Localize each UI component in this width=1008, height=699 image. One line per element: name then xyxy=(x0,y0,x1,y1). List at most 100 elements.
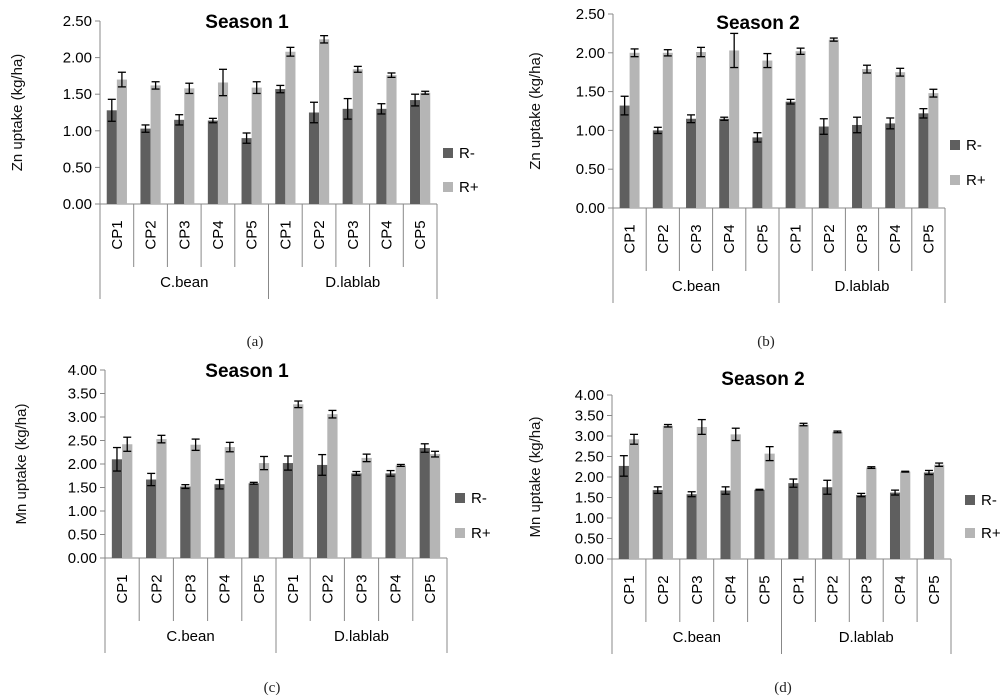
caption-c: (c) xyxy=(263,680,281,696)
group-label: D.lablab xyxy=(834,278,889,295)
legend-swatch xyxy=(950,175,960,185)
x-tick-label: CP5 xyxy=(251,574,268,603)
x-tick-label: CP3 xyxy=(183,574,200,603)
bar-r-minus xyxy=(918,113,929,208)
bar-r-minus xyxy=(410,100,421,204)
bar-r-plus xyxy=(662,52,673,208)
bar-r-minus xyxy=(111,459,123,558)
y-tick-label: 0.50 xyxy=(68,527,97,544)
group-label: C.bean xyxy=(672,278,720,295)
bar-r-plus xyxy=(361,457,372,558)
x-tick-label: CP1 xyxy=(621,575,638,604)
y-axis-label: Zn uptake (kg/ha) xyxy=(9,54,26,172)
bar-r-plus xyxy=(429,454,441,558)
bar-r-minus xyxy=(923,472,935,559)
bar-r-minus xyxy=(241,138,252,204)
x-tick-label: CP3 xyxy=(689,575,706,604)
y-tick-label: 1.00 xyxy=(63,123,92,140)
x-tick-label: CP4 xyxy=(388,574,405,603)
bar-r-plus xyxy=(862,69,872,208)
bar-r-minus xyxy=(376,108,387,204)
y-tick-label: 2.50 xyxy=(63,13,92,30)
y-tick-label: 3.50 xyxy=(575,408,604,425)
bar-r-minus xyxy=(342,108,353,204)
bar-r-minus xyxy=(351,473,362,558)
bar-r-plus xyxy=(928,93,939,208)
x-tick-label: CP1 xyxy=(277,220,294,249)
bar-r-plus xyxy=(662,425,674,559)
legend-label: R+ xyxy=(966,172,986,189)
bar-r-plus xyxy=(190,444,201,558)
y-tick-label: 1.50 xyxy=(575,490,604,507)
bar-r-plus xyxy=(795,51,806,208)
bar-r-minus xyxy=(686,118,696,208)
legend-swatch xyxy=(965,528,975,538)
legend-swatch xyxy=(443,148,453,158)
bar-r-plus xyxy=(895,72,906,208)
bar-r-plus xyxy=(395,465,406,558)
y-tick-label: 1.00 xyxy=(575,510,604,527)
bar-r-plus xyxy=(386,75,397,204)
y-tick-label: 2.50 xyxy=(575,449,604,466)
y-tick-label: 2.00 xyxy=(576,45,605,62)
y-tick-label: 2.00 xyxy=(575,469,604,486)
bar-r-minus xyxy=(618,465,629,559)
y-tick-label: 0.50 xyxy=(63,159,92,176)
y-tick-label: 0.00 xyxy=(575,551,604,568)
x-tick-label: CP1 xyxy=(622,224,639,253)
chart-svg: Season 1 Mn uptake (kg/ha) 0.00 0.50 1.00 1.5… xyxy=(13,361,491,653)
legend-label: R- xyxy=(471,490,487,507)
legend-label: R+ xyxy=(471,525,491,542)
y-tick-label: 0.00 xyxy=(576,200,605,217)
bar-r-minus xyxy=(652,490,663,559)
bar-r-plus xyxy=(764,453,775,559)
x-tick-label: CP2 xyxy=(319,574,336,603)
bar-r-minus xyxy=(106,110,117,204)
x-tick-label: CP2 xyxy=(824,575,841,604)
y-tick-label: 1.50 xyxy=(63,86,92,103)
bar-r-minus xyxy=(275,89,286,204)
bar-r-plus xyxy=(729,50,740,208)
bar-r-minus xyxy=(180,486,191,558)
y-tick-label: 3.00 xyxy=(575,428,604,445)
y-tick-label: 0.00 xyxy=(68,550,97,567)
bar-r-plus xyxy=(251,87,262,204)
bar-r-plus xyxy=(762,60,773,209)
bar-r-plus xyxy=(258,463,270,558)
bar-r-minus xyxy=(146,479,157,558)
group-label: C.bean xyxy=(673,629,721,646)
bar-r-plus xyxy=(352,69,363,204)
x-tick-label: CP5 xyxy=(244,220,261,249)
chart-svg: Season 2 Mn uptake (kg/ha) 0.00 0.50 1.00 1.5… xyxy=(527,369,1001,654)
bar-r-minus xyxy=(785,101,796,208)
legend-label: R+ xyxy=(459,179,479,196)
bar-r-plus xyxy=(285,51,296,204)
x-tick-label: CP2 xyxy=(821,224,838,253)
y-tick-label: 4.00 xyxy=(575,387,604,404)
chart-title: Season 1 xyxy=(205,12,289,33)
y-tick-label: 2.00 xyxy=(63,50,92,67)
legend-label: R- xyxy=(981,492,997,509)
group-label: D.lablab xyxy=(325,274,380,291)
bar-r-plus xyxy=(319,39,330,204)
bar-r-plus xyxy=(866,467,877,559)
bar-r-plus xyxy=(116,79,127,204)
bar-r-plus xyxy=(832,431,843,559)
y-tick-label: 0.50 xyxy=(576,161,605,178)
x-tick-label: CP4 xyxy=(887,224,904,253)
bar-r-plus xyxy=(122,444,133,558)
bar-r-plus xyxy=(730,434,741,559)
x-tick-label: CP4 xyxy=(210,220,227,249)
bar-r-minus xyxy=(140,128,151,204)
x-tick-label: CP3 xyxy=(354,574,371,603)
y-axis-label: Mn uptake (kg/ha) xyxy=(527,417,544,538)
bar-r-plus xyxy=(327,414,338,558)
x-tick-label: CP2 xyxy=(148,574,165,603)
bar-r-minus xyxy=(317,464,328,558)
bar-r-minus xyxy=(754,489,765,559)
bar-r-minus xyxy=(852,124,862,208)
bar-r-plus xyxy=(293,404,304,558)
bar-r-minus xyxy=(248,483,259,558)
legend-swatch xyxy=(965,495,975,505)
y-tick-label: 2.50 xyxy=(68,433,97,450)
